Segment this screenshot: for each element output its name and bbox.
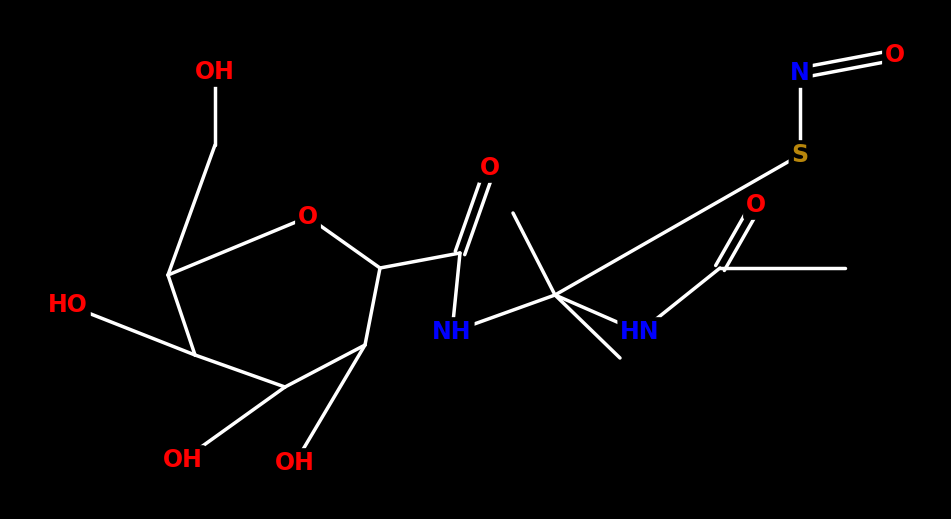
Text: O: O — [746, 193, 767, 217]
Text: O: O — [298, 205, 318, 229]
Text: OH: OH — [275, 451, 315, 475]
Text: NH: NH — [433, 320, 472, 344]
Text: HO: HO — [49, 293, 87, 317]
Text: N: N — [790, 61, 810, 85]
Text: O: O — [885, 43, 905, 67]
Text: HN: HN — [620, 320, 660, 344]
Text: OH: OH — [163, 448, 203, 472]
Text: O: O — [480, 156, 500, 180]
Text: S: S — [791, 143, 808, 167]
Text: OH: OH — [195, 60, 235, 84]
